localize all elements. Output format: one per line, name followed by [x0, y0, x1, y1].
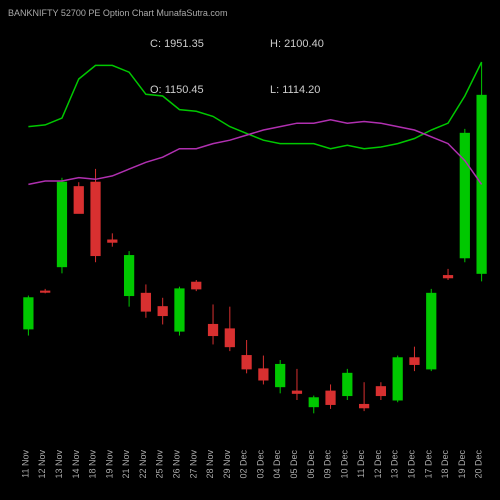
svg-text:17 Dec: 17 Dec — [423, 450, 433, 479]
svg-text:05 Dec: 05 Dec — [289, 450, 299, 479]
svg-text:19 Nov: 19 Nov — [104, 450, 114, 479]
svg-text:06 Dec: 06 Dec — [306, 450, 316, 479]
svg-text:25 Nov: 25 Nov — [155, 450, 165, 479]
svg-text:21 Nov: 21 Nov — [121, 450, 131, 479]
svg-text:18 Nov: 18 Nov — [88, 450, 98, 479]
svg-text:29 Nov: 29 Nov — [222, 450, 232, 479]
svg-text:26 Nov: 26 Nov — [171, 450, 181, 479]
svg-text:10 Dec: 10 Dec — [339, 450, 349, 479]
svg-text:03 Dec: 03 Dec — [255, 450, 265, 479]
svg-text:11 Nov: 11 Nov — [20, 450, 30, 478]
svg-text:16 Dec: 16 Dec — [406, 450, 416, 479]
svg-text:13 Nov: 13 Nov — [54, 450, 64, 479]
svg-text:19 Dec: 19 Dec — [457, 450, 467, 479]
svg-text:27 Nov: 27 Nov — [188, 450, 198, 479]
svg-text:13 Dec: 13 Dec — [390, 450, 400, 479]
svg-text:04 Dec: 04 Dec — [272, 450, 282, 479]
svg-text:09 Dec: 09 Dec — [323, 450, 333, 479]
svg-text:14 Nov: 14 Nov — [71, 450, 81, 479]
svg-text:02 Dec: 02 Dec — [239, 450, 249, 479]
svg-text:11 Dec: 11 Dec — [356, 450, 366, 478]
svg-text:12 Nov: 12 Nov — [37, 450, 47, 479]
svg-text:18 Dec: 18 Dec — [440, 450, 450, 479]
svg-text:22 Nov: 22 Nov — [138, 450, 148, 479]
svg-text:20 Dec: 20 Dec — [474, 450, 484, 479]
price-chart: 11 Nov 12 Nov 13 Nov 14 Nov 18 Nov 19 Nov 21 N… — [0, 0, 500, 500]
svg-text:12 Dec: 12 Dec — [373, 450, 383, 479]
svg-text:28 Nov: 28 Nov — [205, 450, 215, 479]
